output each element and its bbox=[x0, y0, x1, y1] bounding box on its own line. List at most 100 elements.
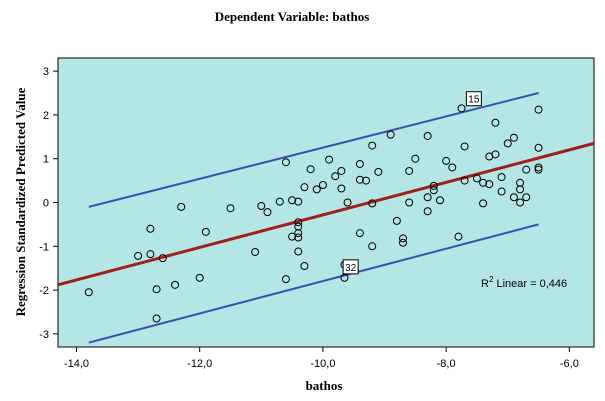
x-tick-label: -10,0 bbox=[310, 358, 335, 370]
r2-label-prefix: R bbox=[481, 278, 489, 290]
data-point bbox=[479, 178, 488, 187]
data-point bbox=[399, 234, 408, 243]
prediction-interval-upper-line bbox=[88, 92, 539, 208]
data-point bbox=[294, 247, 303, 256]
data-point bbox=[435, 196, 444, 205]
annotation-label: 32 bbox=[345, 263, 357, 274]
data-point bbox=[355, 175, 364, 184]
x-axis-label: bathos bbox=[306, 378, 343, 393]
data-point bbox=[152, 285, 161, 294]
x-axis: -14,0 -12,0 -10,0 -8,0 -6,0 bbox=[64, 347, 579, 370]
annotation-box bbox=[465, 91, 482, 107]
fit-line-group bbox=[57, 141, 595, 287]
r2-label-superscript: 2 bbox=[489, 275, 494, 284]
chart-title: Dependent Variable: bathos bbox=[215, 9, 370, 24]
data-point bbox=[411, 154, 420, 163]
data-point bbox=[448, 163, 457, 172]
prediction-interval-lines bbox=[88, 92, 539, 344]
fit-line bbox=[57, 141, 595, 287]
data-point bbox=[294, 218, 303, 227]
y-tick-label: -2 bbox=[39, 285, 49, 297]
data-point bbox=[146, 224, 155, 233]
data-point bbox=[509, 133, 518, 142]
data-point bbox=[534, 165, 543, 174]
data-point bbox=[300, 261, 309, 270]
data-point bbox=[294, 197, 303, 206]
y-tick-label: 0 bbox=[43, 198, 49, 210]
data-point bbox=[460, 176, 469, 185]
data-point bbox=[491, 150, 500, 159]
data-point bbox=[454, 232, 463, 241]
data-point bbox=[368, 141, 377, 150]
data-point bbox=[392, 216, 401, 225]
data-point bbox=[281, 275, 290, 284]
data-point bbox=[226, 204, 235, 213]
prediction-interval-lower-line bbox=[88, 223, 539, 344]
data-point bbox=[337, 166, 346, 175]
data-point bbox=[325, 155, 334, 164]
data-point bbox=[146, 250, 155, 259]
data-point bbox=[516, 198, 525, 207]
data-points bbox=[84, 104, 543, 323]
data-point bbox=[300, 183, 309, 192]
data-point bbox=[288, 232, 297, 241]
data-point bbox=[472, 174, 481, 183]
data-point bbox=[374, 167, 383, 176]
x-tick-label: -8,0 bbox=[437, 358, 456, 370]
data-point bbox=[355, 229, 364, 238]
y-tick-label: -3 bbox=[39, 329, 49, 341]
data-point bbox=[457, 104, 466, 113]
data-point bbox=[442, 156, 451, 165]
data-point bbox=[485, 180, 494, 189]
data-point bbox=[497, 173, 506, 182]
y-axis-label: Regression Standardized Predicted Value bbox=[13, 87, 28, 316]
data-point bbox=[177, 202, 186, 211]
data-point bbox=[460, 142, 469, 151]
data-point bbox=[368, 199, 377, 208]
data-point bbox=[534, 143, 543, 152]
data-point bbox=[423, 193, 432, 202]
data-point bbox=[516, 185, 525, 194]
x-tick-label: -6,0 bbox=[560, 358, 579, 370]
r2-label: R2 Linear = 0,446 bbox=[481, 275, 567, 290]
data-point bbox=[429, 181, 438, 190]
data-point bbox=[503, 139, 512, 148]
data-point bbox=[405, 198, 414, 207]
data-point bbox=[288, 196, 297, 205]
data-point bbox=[355, 159, 364, 168]
data-point bbox=[509, 193, 518, 202]
data-point bbox=[263, 208, 272, 217]
y-tick-label: 3 bbox=[43, 66, 49, 78]
data-point bbox=[158, 254, 167, 263]
data-point bbox=[84, 288, 93, 297]
data-point bbox=[497, 187, 506, 196]
data-point bbox=[195, 273, 204, 282]
data-point bbox=[337, 184, 346, 193]
y-tick-label: 1 bbox=[43, 154, 49, 166]
data-point bbox=[318, 180, 327, 189]
data-point bbox=[257, 202, 266, 211]
annotation-box bbox=[342, 259, 359, 275]
data-point bbox=[491, 118, 500, 127]
data-point bbox=[294, 229, 303, 238]
data-point bbox=[479, 199, 488, 208]
y-axis: -3 -2 -1 0 1 2 3 bbox=[39, 66, 58, 341]
data-point bbox=[275, 197, 284, 206]
data-point bbox=[522, 165, 531, 174]
x-tick-label: -14,0 bbox=[64, 358, 89, 370]
data-point bbox=[201, 227, 210, 236]
data-point bbox=[429, 186, 438, 195]
data-point bbox=[534, 163, 543, 172]
data-point bbox=[312, 185, 321, 194]
data-point bbox=[152, 314, 161, 323]
data-point bbox=[251, 247, 260, 256]
data-point bbox=[522, 193, 531, 202]
data-point bbox=[343, 198, 352, 207]
data-point bbox=[386, 130, 395, 139]
data-point bbox=[362, 176, 371, 185]
data-point bbox=[534, 105, 543, 114]
data-point bbox=[331, 172, 340, 181]
data-point bbox=[281, 158, 290, 167]
